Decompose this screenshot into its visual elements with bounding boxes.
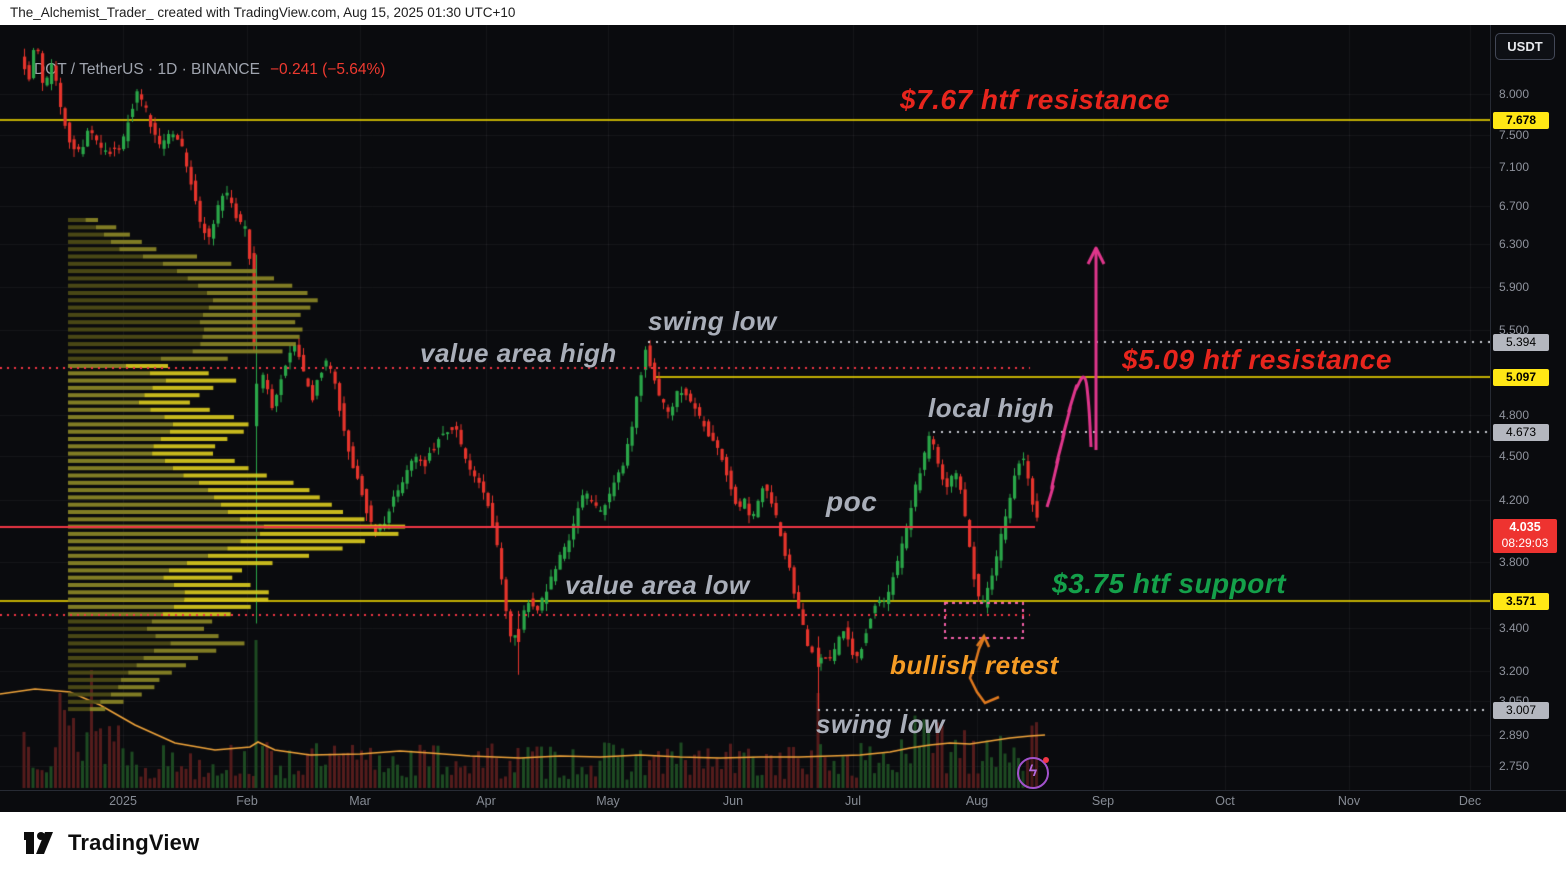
time-tick: Dec bbox=[1458, 794, 1482, 808]
annotation-htf-resistance-767[interactable]: $7.67 htf resistance bbox=[900, 84, 1170, 115]
time-tick: Sep bbox=[1091, 794, 1115, 808]
last-price-value: 4.035 bbox=[1509, 520, 1541, 534]
annotation-local-high[interactable]: local high bbox=[928, 393, 1055, 423]
annotation-htf-support-375[interactable]: $3.75 htf support bbox=[1052, 568, 1287, 599]
annotation-value-area-high[interactable]: value area high bbox=[420, 338, 617, 368]
price-tick: 7.100 bbox=[1499, 160, 1530, 174]
price-tick: 8.000 bbox=[1499, 87, 1530, 101]
lightning-icon[interactable]: ϟ bbox=[1017, 757, 1049, 789]
price-axis[interactable]: USDT 4.035 08:29:03 8.000 7.500 7.100 6.700… bbox=[1490, 25, 1566, 790]
annotation-swing-low-bottom[interactable]: swing low bbox=[816, 709, 945, 739]
price-tick: 3.200 bbox=[1499, 664, 1530, 678]
tradingview-wordmark[interactable]: TradingView bbox=[68, 829, 200, 855]
candlestick-canvas[interactable] bbox=[0, 25, 1490, 790]
time-tick: Mar bbox=[349, 794, 371, 808]
lightning-glyph: ϟ bbox=[1028, 763, 1038, 780]
time-tick: Oct bbox=[1215, 794, 1235, 808]
level-price-label: 5.097 bbox=[1493, 369, 1549, 386]
notification-dot bbox=[1043, 757, 1049, 763]
currency-toggle-button[interactable]: USDT bbox=[1495, 33, 1555, 60]
time-tick: Aug bbox=[965, 794, 989, 808]
price-tick: 4.800 bbox=[1499, 408, 1530, 422]
attribution-bar: The_Alchemist_Trader_ created with Tradi… bbox=[0, 0, 1566, 25]
price-tick: 2.750 bbox=[1499, 759, 1530, 773]
price-tick: 3.800 bbox=[1499, 555, 1530, 569]
tradingview-logo-icon[interactable] bbox=[22, 828, 58, 858]
price-tick: 5.900 bbox=[1499, 280, 1530, 294]
level-price-label: 5.394 bbox=[1493, 334, 1549, 351]
price-tick: 5.500 bbox=[1499, 323, 1530, 337]
annotation-swing-low-top[interactable]: swing low bbox=[648, 306, 777, 336]
annotation-bullish-retest[interactable]: bullish retest bbox=[890, 650, 1059, 680]
footer: TradingView bbox=[0, 812, 1566, 873]
time-tick: Feb bbox=[236, 794, 258, 808]
level-price-label: 4.673 bbox=[1493, 424, 1549, 441]
level-price-label: 7.678 bbox=[1493, 112, 1549, 129]
annotation-htf-resistance-509[interactable]: $5.09 htf resistance bbox=[1122, 344, 1392, 375]
level-price-label: 3.007 bbox=[1493, 702, 1549, 719]
annotation-value-area-low[interactable]: value area low bbox=[565, 570, 750, 600]
chart-area[interactable]: DOT / TetherUS · 1D · BINANCE−0.241 (−5.… bbox=[0, 25, 1566, 812]
time-axis[interactable]: 2025 Feb Mar Apr May Jun Jul Aug Sep Oct Nov Dec bbox=[0, 790, 1566, 812]
price-tick: 6.300 bbox=[1499, 237, 1530, 251]
price-tick: 2.890 bbox=[1499, 728, 1530, 742]
time-tick: Apr bbox=[476, 794, 496, 808]
price-tick: 6.700 bbox=[1499, 199, 1530, 213]
time-tick: Nov bbox=[1337, 794, 1361, 808]
last-price-label: 4.035 08:29:03 bbox=[1493, 519, 1557, 553]
time-tick: 2025 bbox=[109, 794, 137, 808]
level-price-label: 3.571 bbox=[1493, 593, 1549, 610]
price-tick: 4.200 bbox=[1499, 493, 1530, 507]
price-tick: 4.500 bbox=[1499, 449, 1530, 463]
time-tick: May bbox=[596, 794, 620, 808]
price-tick: 3.400 bbox=[1499, 621, 1530, 635]
candle-countdown: 08:29:03 bbox=[1501, 536, 1549, 550]
time-tick: Jun bbox=[722, 794, 744, 808]
annotation-poc[interactable]: poc bbox=[826, 486, 878, 517]
price-tick: 7.500 bbox=[1499, 128, 1530, 142]
time-tick: Jul bbox=[845, 794, 861, 808]
